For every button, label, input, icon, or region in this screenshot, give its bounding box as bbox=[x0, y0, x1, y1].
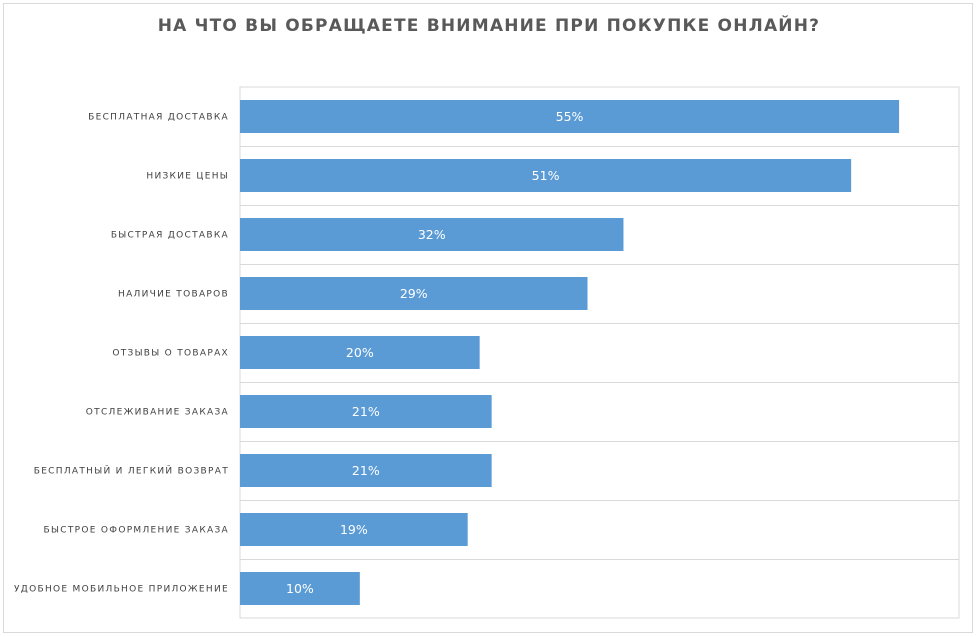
bar bbox=[240, 218, 624, 251]
bar bbox=[240, 277, 588, 310]
category-label: ОТСЛЕЖИВАНИЕ ЗАКАЗА bbox=[86, 408, 229, 418]
bar bbox=[240, 159, 852, 192]
category-label: БЕСПЛАТНЫЙ И ЛЕГКИЙ ВОЗВРАТ bbox=[34, 465, 229, 477]
data-label: 21% bbox=[352, 404, 380, 419]
data-label: 55% bbox=[556, 109, 584, 124]
data-label: 29% bbox=[400, 286, 428, 301]
bar bbox=[240, 572, 360, 605]
category-label: УДОБНОЕ МОБИЛЬНОЕ ПРИЛОЖЕНИЕ bbox=[14, 585, 229, 595]
chart-border bbox=[3, 3, 973, 633]
data-label: 51% bbox=[532, 168, 560, 183]
bar bbox=[240, 336, 480, 369]
bar bbox=[240, 454, 492, 487]
category-label: НАЛИЧИЕ ТОВАРОВ bbox=[118, 290, 229, 300]
category-label: ОТЗЫВЫ О ТОВАРАХ bbox=[112, 349, 229, 359]
bar bbox=[240, 513, 468, 546]
category-label: НИЗКИЕ ЦЕНЫ bbox=[146, 172, 229, 182]
data-label: 21% bbox=[352, 463, 380, 478]
bar bbox=[240, 100, 900, 133]
chart-title: НА ЧТО ВЫ ОБРАЩАЕТЕ ВНИМАНИЕ ПРИ ПОКУПКЕ… bbox=[157, 16, 821, 36]
bar bbox=[240, 395, 492, 428]
data-label: 10% bbox=[286, 581, 314, 596]
data-label: 32% bbox=[418, 227, 446, 242]
category-label: БЫСТРАЯ ДОСТАВКА bbox=[111, 231, 229, 241]
data-label: 19% bbox=[340, 522, 368, 537]
data-label: 20% bbox=[346, 345, 374, 360]
category-label: БЫСТРОЕ ОФОРМЛЕНИЕ ЗАКАЗА bbox=[44, 526, 229, 536]
category-label: БЕСПЛАТНАЯ ДОСТАВКА bbox=[88, 113, 229, 123]
